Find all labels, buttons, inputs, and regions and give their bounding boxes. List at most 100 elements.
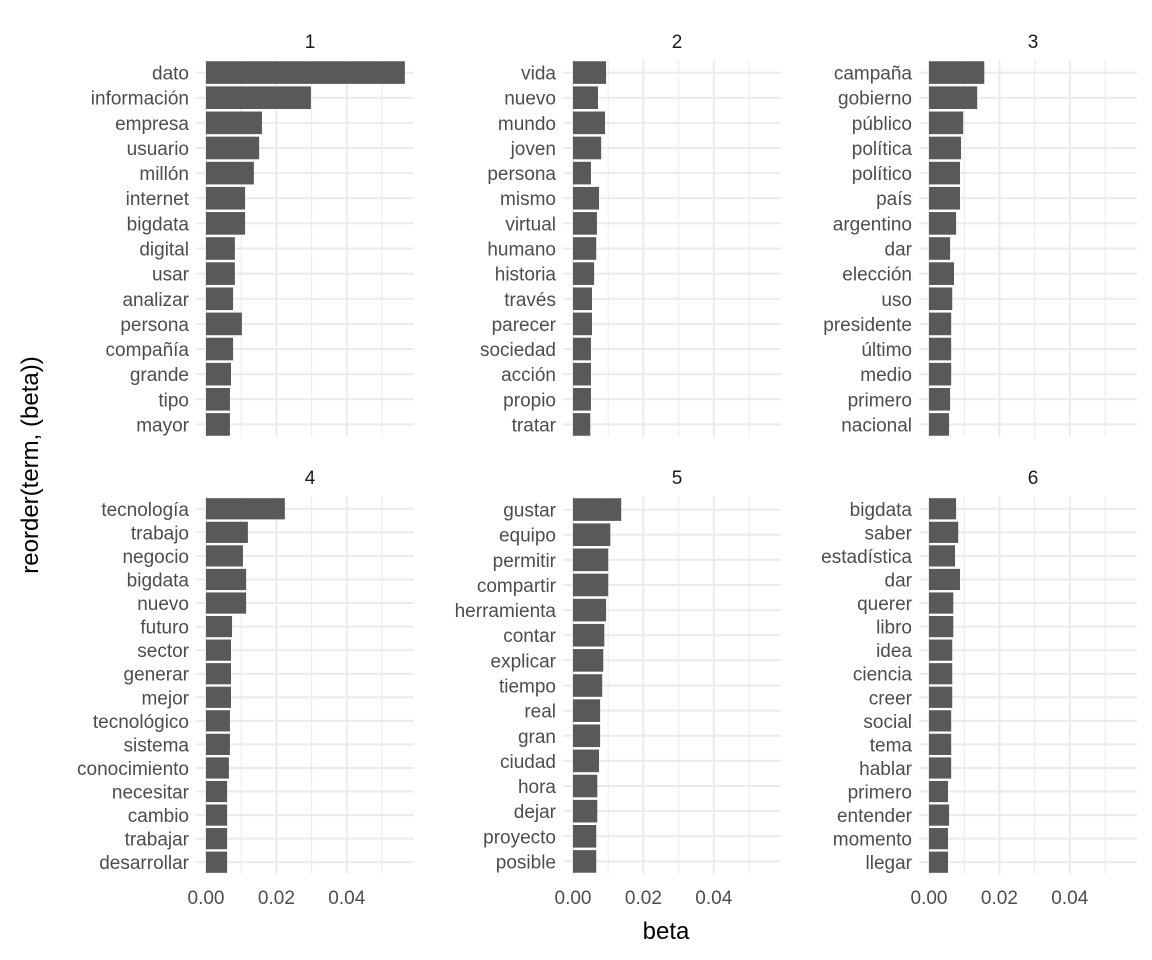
bar-equipo (573, 523, 611, 547)
x-axis-title: beta (643, 918, 690, 945)
bar-futuro (206, 615, 233, 638)
y-tick-label: persona (120, 315, 189, 336)
bar-cambio (206, 804, 228, 826)
bar-bigdata (206, 568, 247, 591)
bar-tipo (206, 387, 230, 411)
y-tick-label: político (852, 164, 912, 185)
facet-strip-label: 1 (305, 32, 316, 53)
y-tick-label: uso (881, 290, 912, 311)
bar-mismo (573, 186, 600, 210)
y-tick-label: mundo (498, 114, 556, 135)
y-tick-label: trabajo (131, 523, 189, 544)
y-tick-label: saber (864, 523, 912, 544)
y-tick-label: compartir (477, 576, 557, 597)
y-tick-label: estadística (821, 547, 912, 568)
bar-trabajar (206, 828, 228, 850)
bar-bigdata (929, 498, 957, 520)
bar-digital (206, 237, 235, 260)
y-tick-label: gran (518, 727, 556, 748)
facet-strip-label: 4 (305, 468, 316, 489)
y-tick-label: primero (848, 783, 912, 804)
bar-trabajo (206, 521, 248, 543)
y-tick-label: persona (487, 164, 556, 185)
y-tick-label: tecnológico (93, 712, 189, 733)
bar-bigdata (206, 212, 246, 235)
bar-dato (206, 61, 405, 84)
bar-presidente (929, 312, 952, 336)
y-tick-label: explicar (491, 651, 557, 672)
y-tick-label: negocio (122, 547, 189, 568)
y-tick-label: argentino (833, 214, 912, 235)
x-tick-label: 0.00 (911, 888, 948, 909)
bar-creer (929, 686, 953, 708)
bar-gran (573, 724, 601, 748)
y-tick-label: empresa (115, 114, 189, 135)
y-tick-label: querer (857, 594, 913, 615)
bar-historia (573, 262, 595, 285)
y-tick-label: propio (503, 390, 556, 411)
y-tick-label: libro (876, 618, 912, 639)
y-tick-label: ciencia (853, 665, 913, 686)
bar-uso (929, 287, 953, 311)
y-tick-label: joven (510, 139, 556, 160)
y-tick-label: cambio (128, 806, 189, 827)
bar-sistema (206, 733, 230, 756)
bar-argentino (929, 212, 957, 235)
y-tick-label: social (863, 712, 912, 733)
x-tick-label: 0.02 (625, 888, 662, 909)
y-tick-label: tratar (512, 415, 557, 436)
bar-usar (206, 262, 235, 285)
bar-contar (573, 623, 605, 647)
bar-llegar (929, 851, 949, 873)
y-tick-label: nuevo (137, 594, 189, 615)
y-tick-label: digital (139, 240, 189, 261)
x-tick-label: 0.04 (695, 888, 732, 909)
y-tick-label: hora (518, 777, 556, 798)
bar-humano (573, 237, 597, 260)
bar-virtual (573, 212, 597, 235)
y-tick-label: usar (152, 265, 190, 286)
y-tick-label: bigdata (850, 500, 913, 521)
bar-vida (573, 61, 607, 84)
bar-compartir (573, 573, 609, 597)
y-tick-label: usuario (127, 139, 189, 160)
bar-propio (573, 387, 591, 411)
bar-analizar (206, 287, 234, 311)
facet-panel-3: 3 campaña gobierno público política político p… (823, 32, 1137, 437)
facet-panel-1: 1 dato información empresa usuario millón inte… (91, 32, 414, 437)
y-tick-label: proyecto (483, 827, 556, 848)
facet-panel-2: 2 vida nuevo mundo joven persona mismo virtual h… (480, 32, 781, 437)
bar-herramienta (573, 598, 607, 622)
bar-conocimiento (206, 757, 229, 779)
y-tick-label: vida (521, 64, 556, 85)
y-tick-label: analizar (122, 290, 189, 311)
y-tick-label: llegar (866, 853, 913, 874)
y-tick-label: virtual (505, 214, 556, 235)
y-tick-label: entender (837, 806, 913, 827)
bar-idea (929, 639, 953, 661)
bar-campaña (929, 61, 985, 84)
bar-libro (929, 615, 954, 638)
y-tick-label: dejar (514, 802, 557, 823)
y-tick-label: bigdata (127, 214, 190, 235)
y-tick-label: creer (869, 688, 913, 709)
x-tick-label: 0.04 (1051, 888, 1088, 909)
bar-social (929, 710, 952, 732)
y-tick-label: mismo (500, 189, 556, 210)
bar-hora (573, 774, 598, 798)
bar-sector (206, 639, 231, 661)
bar-mayor (206, 413, 230, 436)
bar-tema (929, 733, 952, 756)
y-tick-label: presidente (823, 315, 912, 336)
facet-strip-label: 6 (1028, 468, 1039, 489)
y-tick-label: dato (152, 64, 189, 85)
y-tick-label: primero (848, 390, 912, 411)
y-tick-label: nacional (841, 415, 912, 436)
y-tick-label: millón (139, 164, 189, 185)
y-tick-label: información (91, 89, 189, 110)
bar-nacional (929, 413, 950, 436)
bar-persona (206, 312, 242, 336)
